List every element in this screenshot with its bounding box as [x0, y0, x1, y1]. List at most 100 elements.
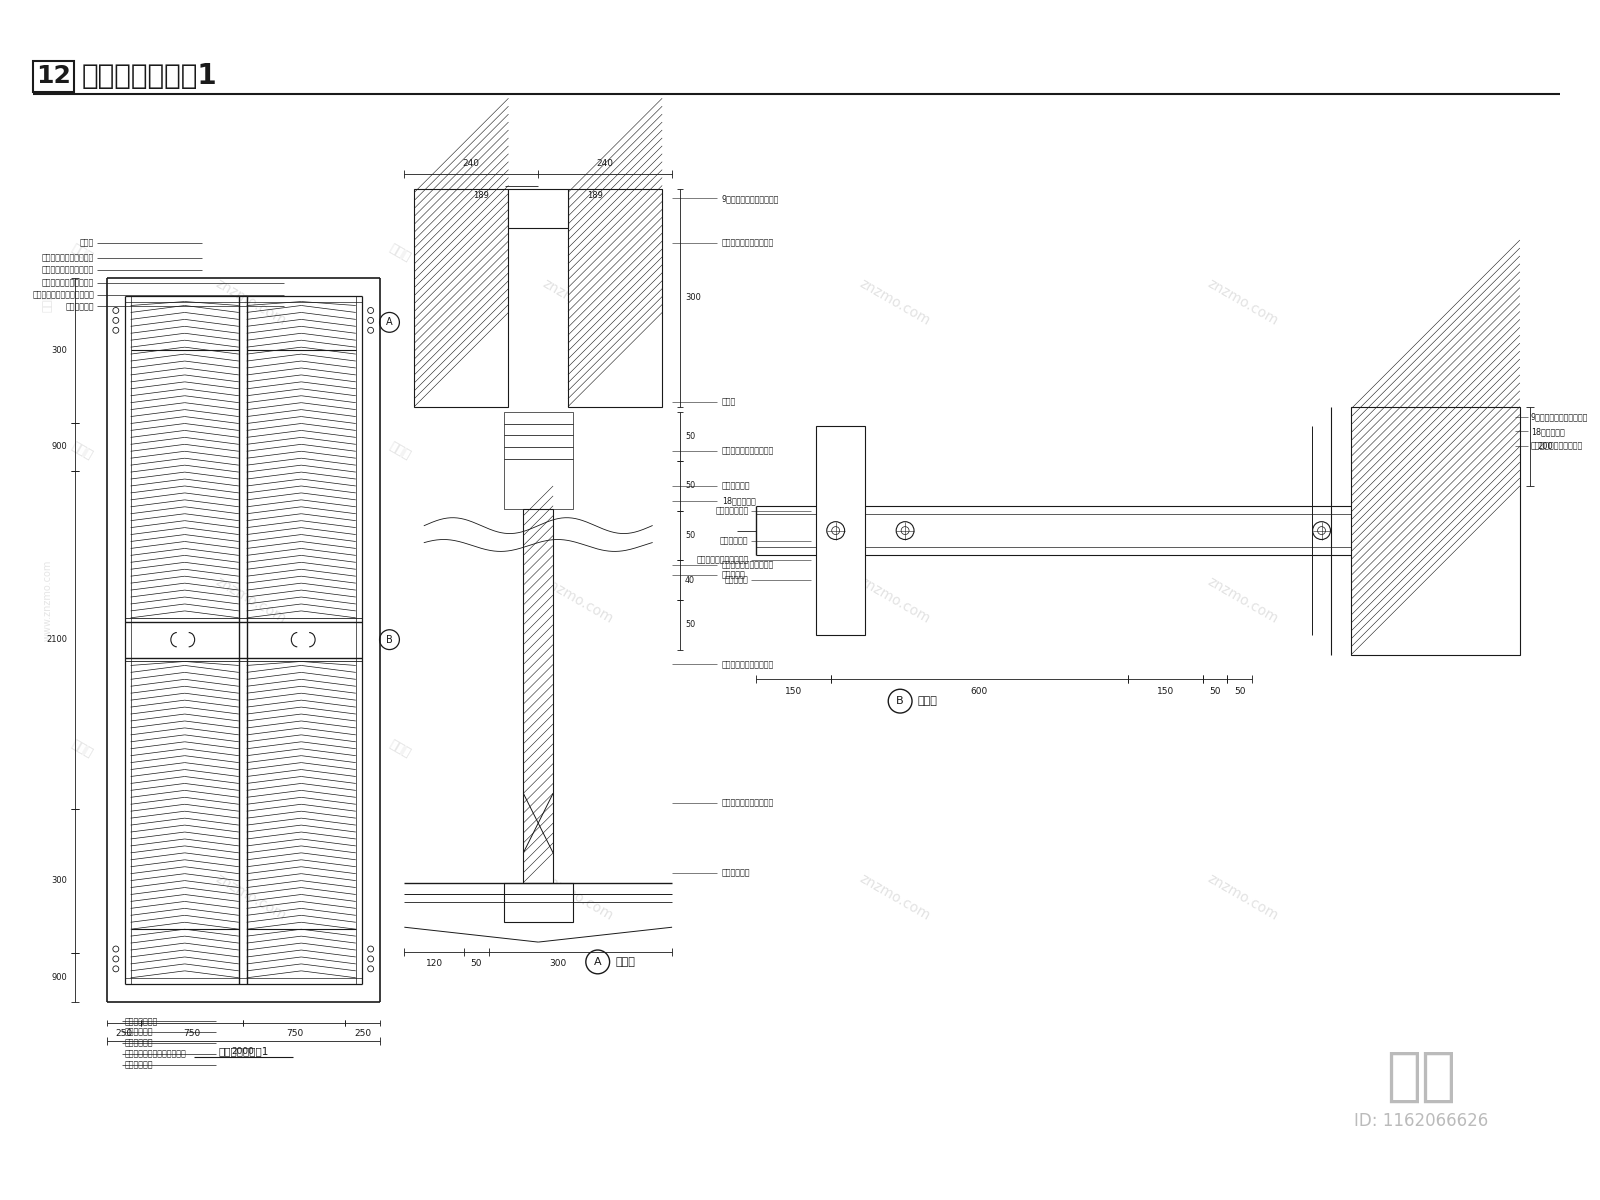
Text: znzmo.com: znzmo.com [213, 277, 288, 329]
Text: 樱桃木夹板亚光清漆饰面: 樱桃木夹板亚光清漆饰面 [722, 560, 774, 570]
Text: 240: 240 [462, 160, 480, 168]
Text: B: B [896, 696, 904, 706]
Text: 填塞隔音棉: 填塞隔音棉 [725, 576, 749, 584]
Text: 200: 200 [1538, 442, 1554, 451]
Text: 2000: 2000 [232, 1046, 254, 1056]
Text: 120: 120 [426, 960, 443, 968]
Text: 樱桃木夹板亚光清漆饰面: 樱桃木夹板亚光清漆饰面 [42, 253, 94, 263]
Text: 樱桃木夹板亚光清漆饰面: 樱桃木夹板亚光清漆饰面 [722, 799, 774, 808]
Text: znzmo.com: znzmo.com [541, 574, 616, 626]
Text: 750: 750 [286, 1028, 302, 1038]
Text: 2100: 2100 [46, 635, 67, 644]
Text: znzmo.com: znzmo.com [541, 277, 616, 329]
Text: 钢锚钉: 钢锚钉 [80, 239, 94, 247]
Text: 50: 50 [685, 620, 694, 629]
Text: B: B [386, 635, 394, 644]
Bar [504, 448, 573, 460]
Text: znzmo.com: znzmo.com [213, 574, 288, 626]
Bar [32, 60, 74, 92]
Text: 樱桃木夹板亚光清漆饰面: 樱桃木夹板亚光清漆饰面 [722, 660, 774, 668]
Text: 灰拉丝覆铝板: 灰拉丝覆铝板 [722, 868, 750, 877]
Text: 知末网: 知末网 [69, 738, 94, 760]
Bar [568, 188, 662, 407]
Text: 18层夹板基层: 18层夹板基层 [1531, 427, 1565, 436]
Text: 灰拉丝覆铝板: 灰拉丝覆铝板 [722, 481, 750, 491]
Bar [504, 436, 573, 448]
Text: 填塞隔音棉: 填塞隔音棉 [722, 571, 746, 580]
Text: 剖面图: 剖面图 [616, 956, 635, 967]
Text: 300: 300 [549, 960, 566, 968]
Text: 灰拉丝塑铝板: 灰拉丝塑铝板 [125, 1061, 154, 1069]
Text: 灰拉丝塑铝板: 灰拉丝塑铝板 [125, 1028, 154, 1037]
Text: 300: 300 [51, 346, 67, 355]
Text: 50: 50 [1234, 686, 1245, 696]
Text: 知末网: 知末网 [387, 440, 413, 462]
Text: 钢锚钉: 钢锚钉 [722, 397, 736, 406]
Text: 900: 900 [51, 973, 67, 982]
Text: znzmo.com: znzmo.com [213, 871, 288, 923]
Text: 50: 50 [685, 432, 694, 440]
Text: 樱桃木实木拉手: 樱桃木实木拉手 [125, 1016, 158, 1026]
Bar [414, 188, 509, 407]
Text: 750: 750 [184, 1028, 200, 1038]
Text: 樱桃木夹板亚光清漆饰面: 樱桃木夹板亚光清漆饰面 [696, 556, 749, 565]
Text: 300: 300 [51, 876, 67, 886]
Text: 900: 900 [51, 442, 67, 451]
Bar [816, 426, 866, 635]
Text: 150: 150 [786, 686, 802, 696]
Text: 600: 600 [971, 686, 989, 696]
Text: 灰拉丝覆铝板: 灰拉丝覆铝板 [720, 536, 749, 545]
Text: 知末: 知末 [1386, 1048, 1456, 1104]
Bar [523, 509, 554, 882]
Text: 樱桃木夹板亚光清漆饰面: 樱桃木夹板亚光清漆饰面 [42, 278, 94, 287]
Text: 189: 189 [587, 191, 603, 200]
Text: 樱桃木夹板亚光清漆饰面: 樱桃木夹板亚光清漆饰面 [722, 239, 774, 247]
Text: A: A [386, 317, 392, 328]
Text: znzmo.com: znzmo.com [858, 574, 933, 626]
Text: 250: 250 [354, 1028, 371, 1038]
Text: 樱桃木夹板斜拼亚光清漆饰面: 樱桃木夹板斜拼亚光清漆饰面 [125, 1050, 187, 1058]
Text: znzmo.com: znzmo.com [541, 871, 616, 923]
Text: 150: 150 [1157, 686, 1174, 696]
Text: 樱桃木夹板亚光清漆饰面: 樱桃木夹板亚光清漆饰面 [1531, 442, 1582, 451]
Text: 189: 189 [474, 191, 490, 200]
Text: 剖面图: 剖面图 [918, 696, 938, 706]
Text: 50: 50 [685, 532, 694, 540]
Text: 知末网: 知末网 [69, 440, 94, 462]
Text: 300: 300 [685, 293, 701, 302]
Text: znzmo.com: znzmo.com [1205, 277, 1280, 329]
Text: ID: 1162066626: ID: 1162066626 [1354, 1111, 1488, 1129]
Bar [504, 882, 573, 923]
Text: 常用双扇门详图1: 常用双扇门详图1 [82, 62, 218, 90]
Text: 12: 12 [35, 65, 70, 89]
Text: 知末网: 知末网 [387, 738, 413, 760]
Text: 常用双扇门详图1: 常用双扇门详图1 [218, 1046, 269, 1056]
Text: 50: 50 [685, 481, 694, 491]
Text: znzmo.com: znzmo.com [858, 871, 933, 923]
Text: 9层夹板基层亚层壁布饰面: 9层夹板基层亚层壁布饰面 [1531, 412, 1589, 421]
Text: 50: 50 [470, 960, 482, 968]
Text: znzmo.com: znzmo.com [1205, 574, 1280, 626]
Bar [504, 460, 573, 509]
Text: 250: 250 [115, 1028, 133, 1038]
Text: 240: 240 [597, 160, 614, 168]
Bar [509, 188, 568, 228]
Text: 樱桃木夹板亚光清漆饰面: 樱桃木夹板亚光清漆饰面 [722, 446, 774, 456]
Text: 灰拉丝塑铝板: 灰拉丝塑铝板 [66, 302, 94, 311]
Text: 9层夹板基层亚层壁布饰面: 9层夹板基层亚层壁布饰面 [722, 194, 779, 203]
Text: www.znzmo.com: www.znzmo.com [42, 559, 53, 641]
Bar [504, 424, 573, 436]
Text: 50: 50 [1210, 686, 1221, 696]
Text: 知末网: 知末网 [42, 293, 53, 312]
Text: 灰拉丝塑铝板: 灰拉丝塑铝板 [125, 1039, 154, 1048]
Text: 40: 40 [685, 576, 694, 584]
Bar [504, 412, 573, 424]
Text: 18层夹板基层: 18层夹板基层 [722, 497, 755, 505]
Text: 樱桃木实木拉手: 樱桃木实木拉手 [715, 506, 749, 515]
Text: 樱桃木夹板亚光清漆饰面: 樱桃木夹板亚光清漆饰面 [42, 265, 94, 275]
Text: znzmo.com: znzmo.com [1205, 871, 1280, 923]
Text: znzmo.com: znzmo.com [858, 277, 933, 329]
Text: 知末网: 知末网 [69, 241, 94, 264]
Text: 知末网: 知末网 [387, 241, 413, 264]
Bar [1352, 407, 1520, 654]
